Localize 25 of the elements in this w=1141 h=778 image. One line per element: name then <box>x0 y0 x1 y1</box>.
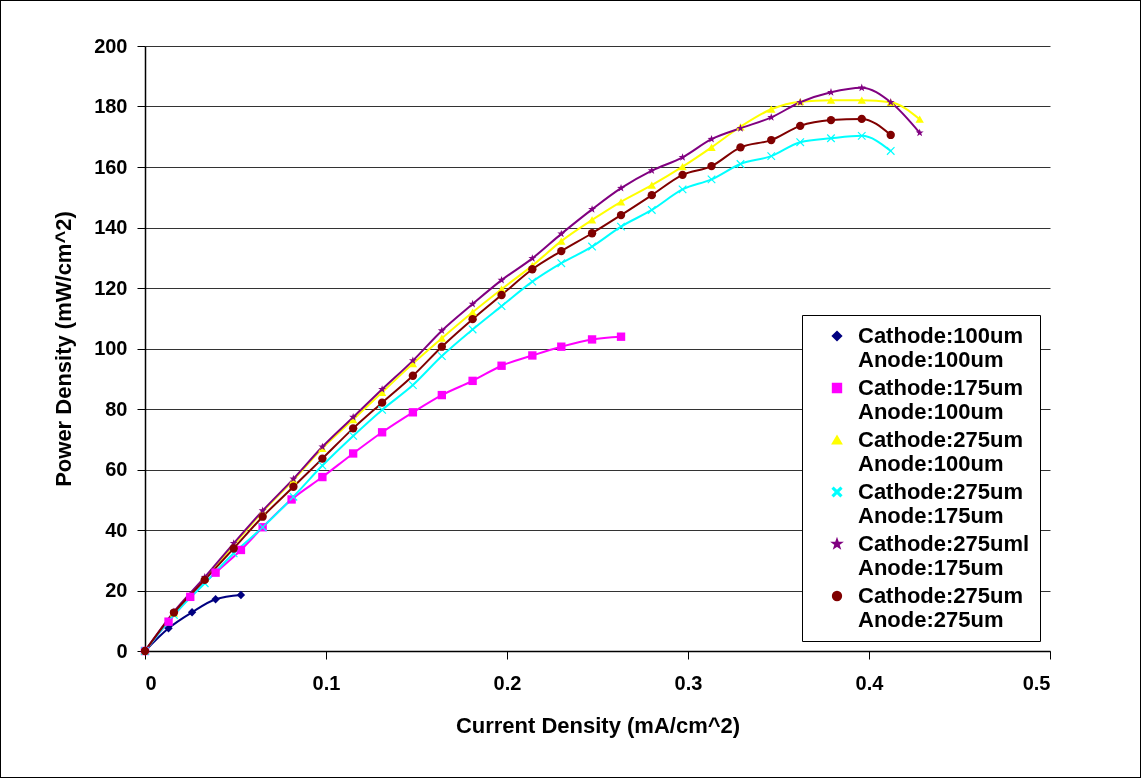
y-tick-label: 40 <box>105 518 128 541</box>
x-tick-label: 0.4 <box>855 671 885 694</box>
legend-label: Cathode:175um Anode:100um <box>858 375 1024 424</box>
legend-label: Cathode:100um Anode:100um <box>858 323 1024 372</box>
y-tick-label: 180 <box>94 95 128 117</box>
y-tick-label: 200 <box>94 34 128 57</box>
x-tick-label: 0.1 <box>312 671 341 694</box>
x-tick-label: 0.5 <box>1022 671 1051 694</box>
legend-label: Cathode:275um Anode:275um <box>858 583 1024 632</box>
legend-label: Cathode:275um Anode:175um <box>858 479 1024 528</box>
x-tick-label: 0 <box>145 671 157 694</box>
y-axis-title: Power Density (mW/cm^2) <box>51 211 77 487</box>
legend-label: Cathode:275uml Anode:175um <box>858 531 1030 580</box>
x-axis-title: Current Density (mA/cm^2) <box>455 712 741 738</box>
y-tick-label: 140 <box>94 216 128 238</box>
x-tick-label: 0.3 <box>674 671 703 694</box>
x-tick-label: 0.2 <box>493 671 522 694</box>
y-tick-label: 60 <box>105 458 128 480</box>
y-tick-label: 120 <box>94 276 128 299</box>
legend-label: Cathode:275um Anode:100um <box>858 427 1024 476</box>
y-tick-label: 80 <box>105 397 128 420</box>
y-tick-label: 100 <box>94 337 128 359</box>
y-tick-label: 160 <box>94 155 128 178</box>
y-tick-label: 20 <box>105 579 128 601</box>
y-tick-label: 0 <box>116 639 128 662</box>
